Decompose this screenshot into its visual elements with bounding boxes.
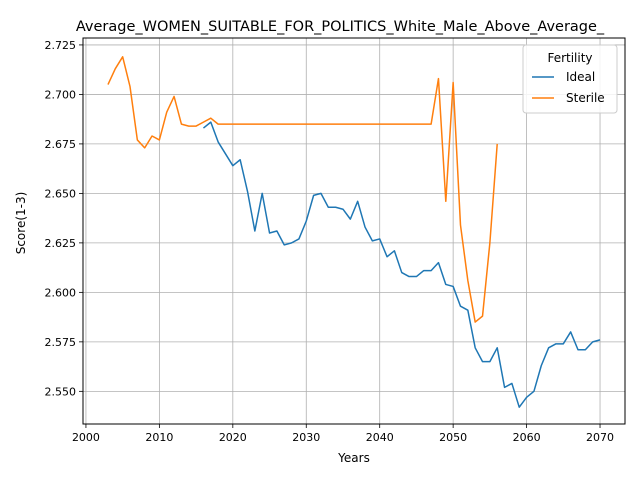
y-tick-label: 2.725 xyxy=(45,39,77,52)
x-tick-label: 2020 xyxy=(219,431,247,444)
plot-frame xyxy=(82,37,626,425)
x-tick-label: 2050 xyxy=(439,431,467,444)
series-line-ideal xyxy=(202,121,601,408)
y-tick-label: 2.675 xyxy=(45,138,77,151)
x-axis-label: Years xyxy=(337,451,370,465)
x-tick-label: 2030 xyxy=(292,431,320,444)
y-tick-label: 2.550 xyxy=(45,385,77,398)
y-tick-label: 2.625 xyxy=(45,237,77,250)
x-tick-label: 2060 xyxy=(513,431,541,444)
legend-label-sterile: Sterile xyxy=(566,91,605,105)
x-tick-label: 2010 xyxy=(145,431,173,444)
grid-lines xyxy=(83,38,625,424)
series-layer xyxy=(107,56,601,408)
legend-title: Fertility xyxy=(547,51,592,65)
series-line-sterile xyxy=(107,56,498,323)
y-tick-label: 2.575 xyxy=(45,336,77,349)
legend-box xyxy=(522,44,618,114)
y-axis-ticks: 2.550 2.575 2.600 2.625 2.650 2.675 2.700 2.725 xyxy=(45,39,83,398)
x-tick-label: 2040 xyxy=(366,431,394,444)
y-tick-label: 2.650 xyxy=(45,187,77,200)
legend: Fertility Ideal Sterile xyxy=(522,44,618,114)
x-tick-label: 2070 xyxy=(586,431,614,444)
y-axis-label: Score(1-3) xyxy=(14,192,28,255)
y-tick-label: 2.700 xyxy=(45,88,77,101)
x-tick-label: 2000 xyxy=(72,431,100,444)
chart-title: Average_WOMEN_SUITABLE_FOR_POLITICS_Whit… xyxy=(76,19,605,35)
x-axis-ticks: 2000 2010 2020 2030 2040 2050 2060 2070 xyxy=(72,424,614,444)
y-tick-label: 2.600 xyxy=(45,286,77,299)
legend-label-ideal: Ideal xyxy=(566,70,595,84)
